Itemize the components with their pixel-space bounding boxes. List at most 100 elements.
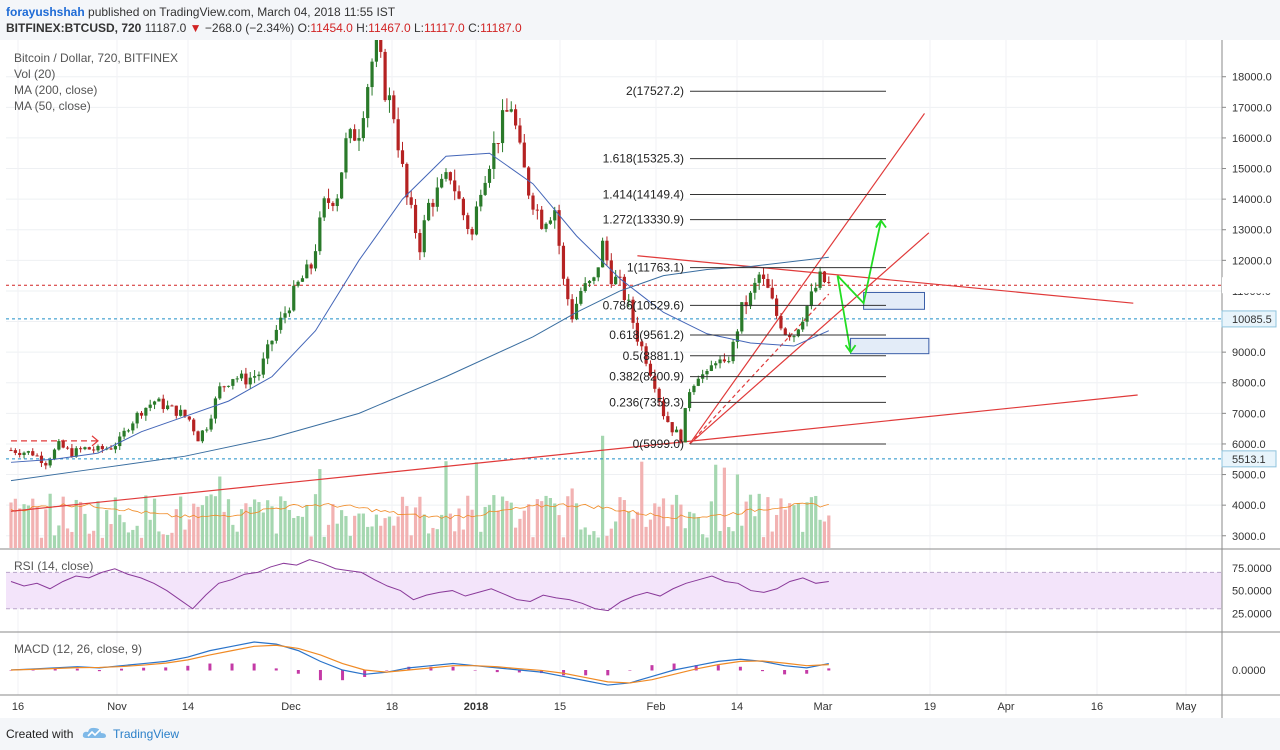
- volume-bar: [666, 526, 670, 548]
- signal-line: [10, 644, 829, 684]
- volume-bar: [727, 527, 731, 548]
- volume-bar: [392, 525, 396, 548]
- volume-bar: [296, 516, 300, 548]
- volume-bar: [226, 499, 231, 548]
- close-label: C:: [468, 21, 481, 35]
- volume-bar: [348, 535, 352, 548]
- macd-histogram-bar: [186, 665, 190, 671]
- volume-bar: [79, 501, 83, 548]
- volume-bar: [305, 504, 309, 548]
- fib-level-label: 0.5(8881.1): [623, 349, 684, 363]
- candle-body: [688, 392, 692, 409]
- channel-lower-line: [689, 232, 930, 445]
- candle-body: [65, 447, 70, 449]
- volume-bar: [583, 527, 587, 548]
- volume-bar: [766, 497, 770, 548]
- candle-body: [431, 202, 435, 207]
- candle-body: [592, 277, 596, 281]
- macd-histogram-bar: [75, 668, 79, 671]
- volume-bar: [522, 510, 526, 548]
- volume-bar: [257, 502, 261, 548]
- volume-bar: [166, 534, 170, 548]
- candle-body: [340, 172, 344, 199]
- volume-bar: [31, 498, 35, 548]
- candle-body: [814, 287, 818, 292]
- volume-bar: [535, 499, 539, 548]
- candle-body: [344, 138, 348, 173]
- volume-bar: [557, 515, 561, 548]
- macd-histogram-bar: [296, 670, 300, 674]
- tradingview-cloud-icon: [82, 727, 106, 738]
- macd-histogram-bar: [694, 665, 698, 671]
- macd-histogram-bar: [517, 670, 521, 673]
- candle-body: [679, 429, 683, 443]
- candle-body: [131, 423, 135, 431]
- candle-body: [183, 409, 187, 417]
- macd-histogram-bar: [164, 667, 168, 671]
- volume-bar: [574, 503, 579, 548]
- volume-bar: [805, 502, 809, 548]
- candle-body: [788, 334, 792, 338]
- macd-histogram-bar: [650, 665, 654, 671]
- volume-bar: [318, 469, 322, 548]
- tradingview-brand[interactable]: TradingView: [113, 727, 180, 741]
- candle-body: [583, 283, 587, 291]
- volume-bar: [492, 495, 496, 548]
- rsi-tick-label: 50.0000: [1232, 586, 1272, 598]
- candle-body: [296, 281, 300, 286]
- y-tick-label: 4000.0: [1232, 500, 1266, 512]
- volume-bar: [792, 505, 796, 548]
- candle-body: [487, 168, 492, 183]
- candle-body: [274, 329, 278, 341]
- candle-body: [635, 322, 639, 342]
- candle-body: [457, 191, 461, 199]
- macd-histogram-bar: [716, 665, 720, 671]
- candle-body: [579, 291, 583, 304]
- x-tick-label: Apr: [997, 701, 1014, 713]
- candle-body: [553, 210, 557, 221]
- fib-level-label: 0.618(9561.2): [609, 328, 684, 342]
- volume-bar: [335, 523, 339, 548]
- volume-bar: [118, 514, 122, 548]
- volume-bar: [409, 535, 413, 548]
- volume-bar: [483, 506, 487, 548]
- candle-body: [801, 321, 805, 330]
- resistance-line: [637, 255, 1134, 304]
- x-tick-label: 14: [182, 701, 194, 713]
- volume-bar: [279, 496, 283, 548]
- candle-body: [96, 446, 100, 451]
- candle-body: [474, 206, 479, 235]
- macd-histogram-bar: [805, 670, 809, 674]
- candle-body: [144, 407, 148, 416]
- candle-body: [244, 373, 248, 385]
- candle-body: [540, 209, 544, 229]
- volume-bar: [100, 537, 104, 548]
- author-name[interactable]: forayushshah: [6, 5, 85, 19]
- volume-bar: [248, 506, 252, 548]
- candle-body: [400, 150, 405, 164]
- candle-body: [248, 377, 252, 385]
- candle-body: [727, 361, 731, 363]
- candle-body: [31, 451, 35, 456]
- volume-bar: [822, 521, 827, 548]
- volume-bar: [283, 500, 287, 548]
- price-marker-box: [1222, 277, 1276, 294]
- volume-bar: [105, 510, 109, 548]
- volume-bar: [631, 518, 635, 548]
- candle-body: [609, 260, 613, 285]
- candle-body: [657, 388, 661, 401]
- close-value: 11187.0: [480, 21, 522, 35]
- price-change: −268.0 (−2.34%): [204, 21, 295, 35]
- chart-area[interactable]: 2(17527.2) 1.618(15325.3) 1.414(14149.4) 1.…: [0, 40, 1280, 718]
- volume-bar: [696, 517, 700, 548]
- lower-target-box: [850, 337, 930, 355]
- volume-bar: [731, 531, 735, 548]
- candle-body: [670, 422, 674, 433]
- volume-bar: [757, 493, 761, 548]
- volume-bar: [235, 531, 239, 548]
- volume-bar: [622, 500, 626, 548]
- volume-bar: [287, 509, 291, 548]
- candle-body: [392, 95, 396, 120]
- candle-body: [387, 95, 392, 101]
- volume-bar: [814, 495, 818, 548]
